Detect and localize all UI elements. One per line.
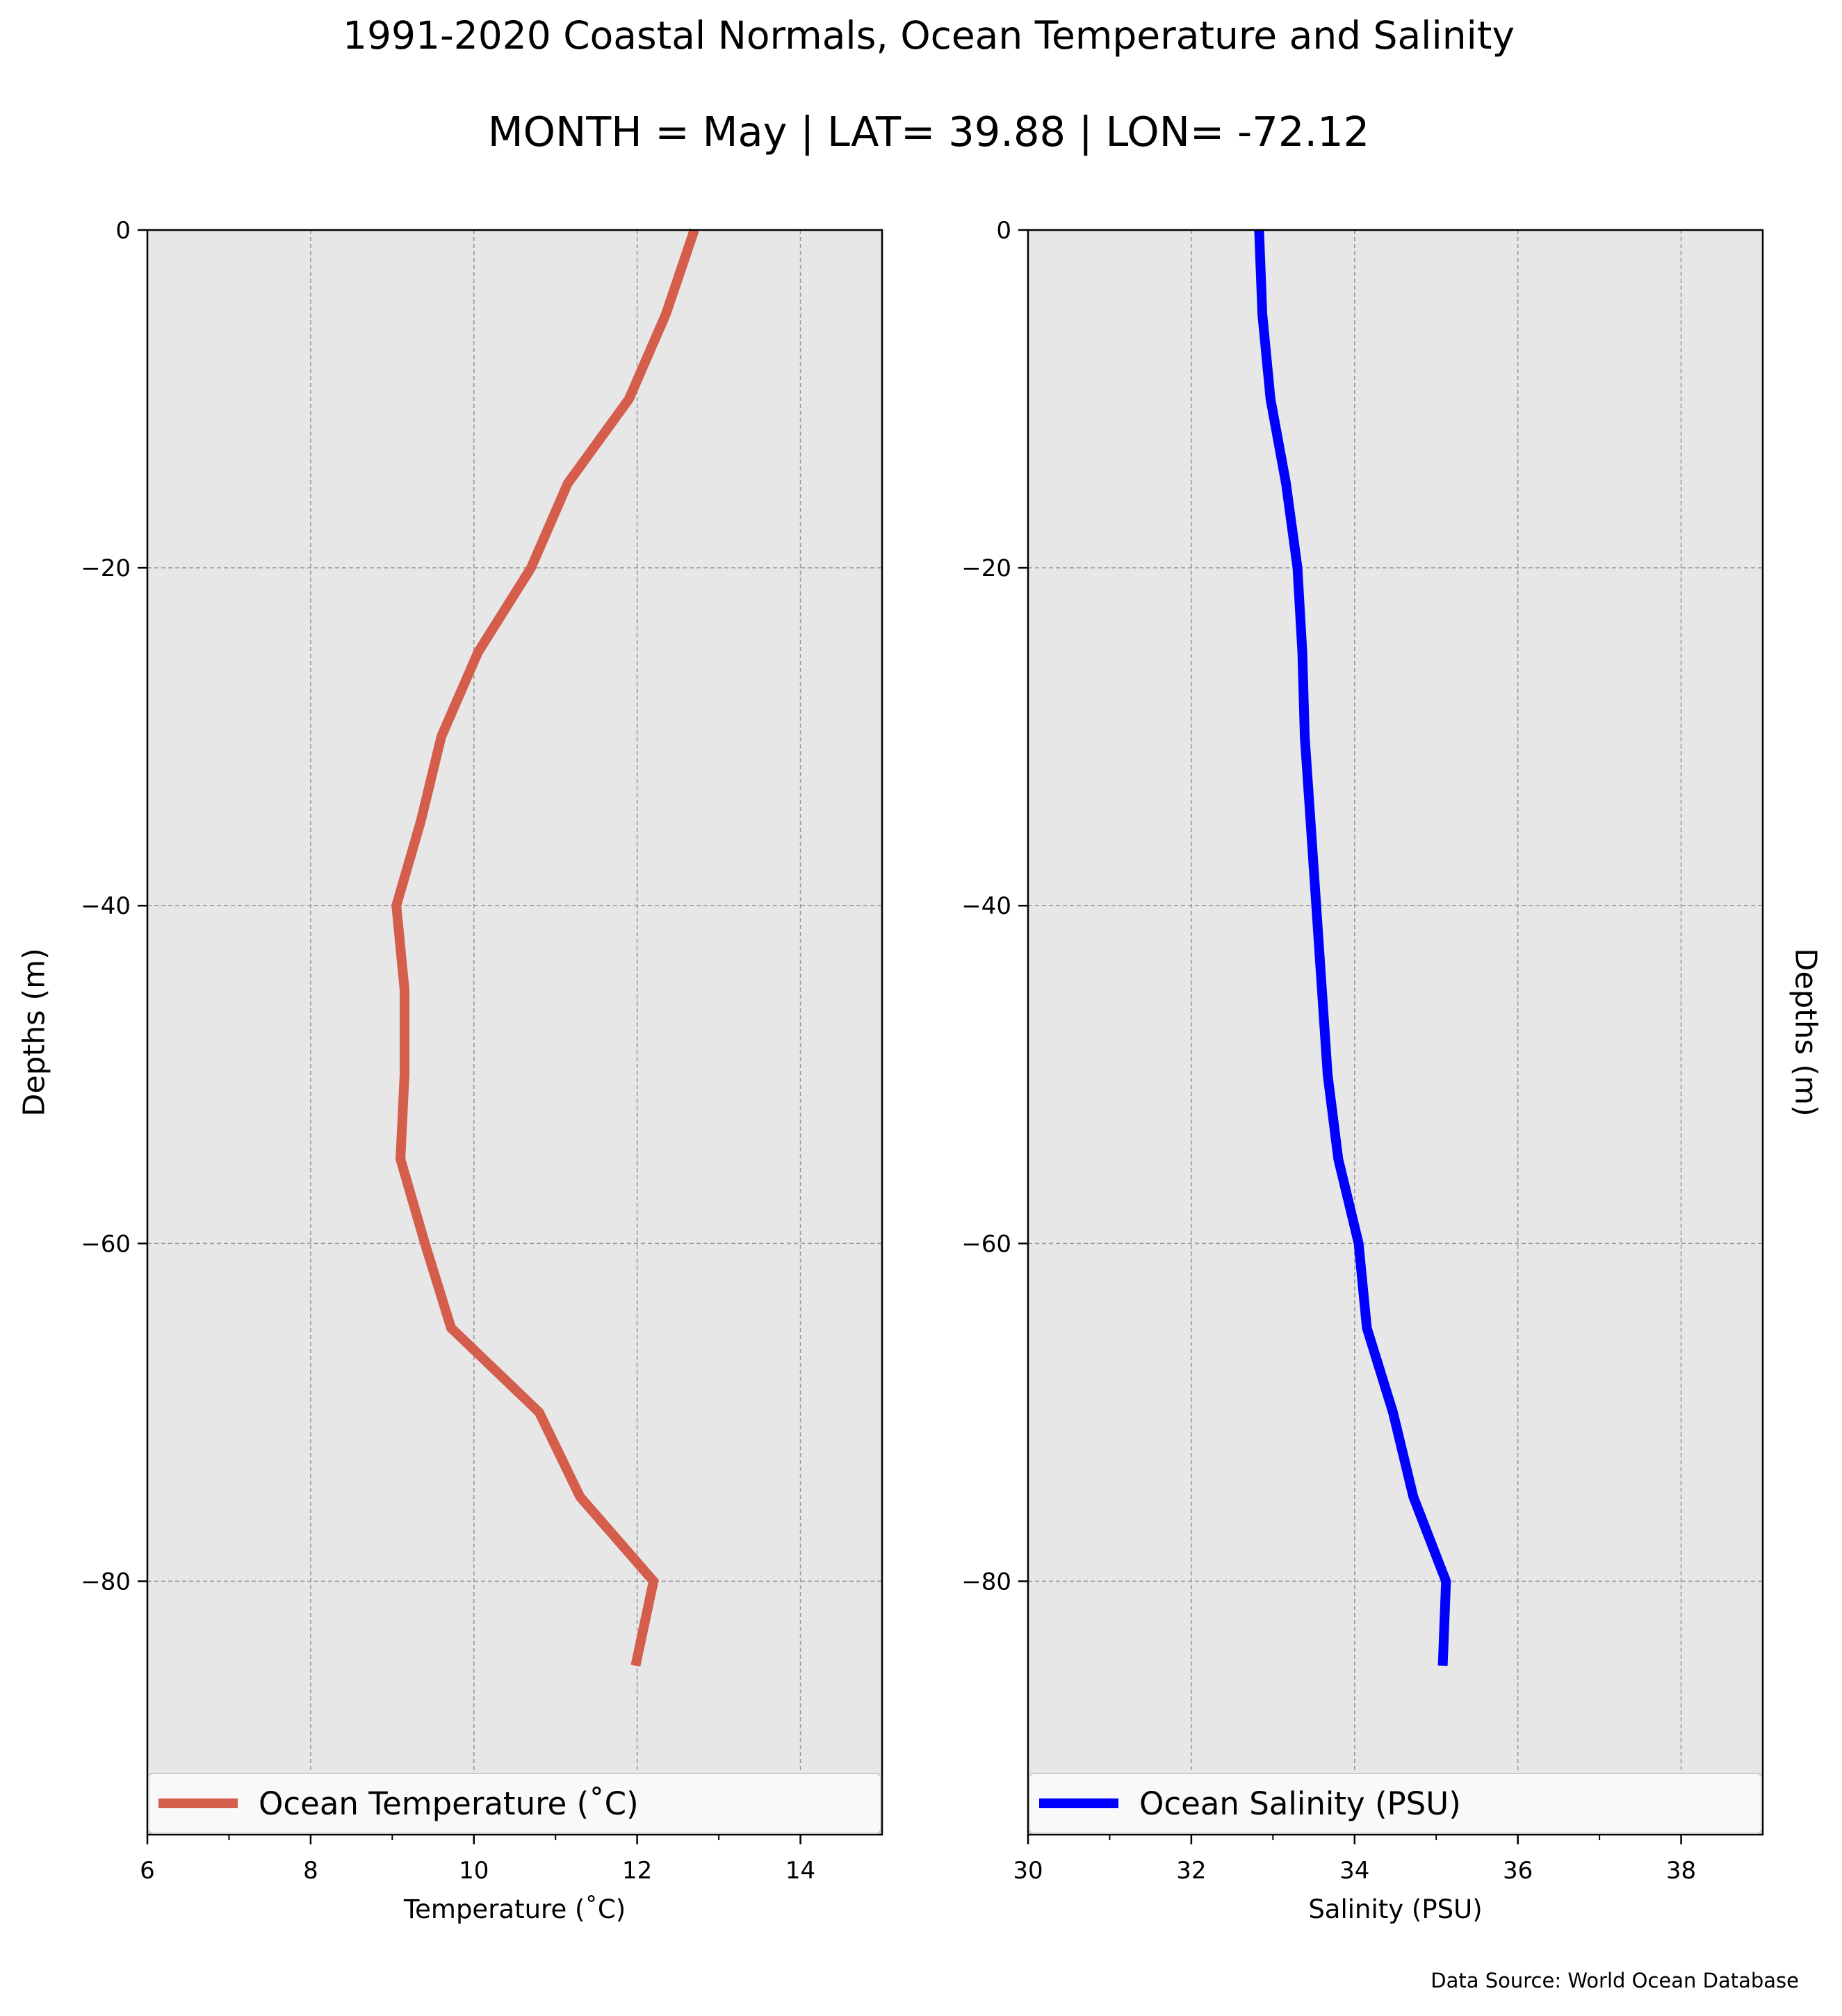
- salinity-y-tick-label: −80: [961, 1568, 1011, 1596]
- temperature-y-axis-label: Depths (m): [17, 948, 52, 1116]
- temperature-panel: 6 8 10 12 14 0 −20 −40 −60 −80 Temperature (˚C) Dep…: [17, 217, 883, 1924]
- temperature-x-tick-label: 8: [303, 1857, 318, 1885]
- salinity-x-tick-label: 30: [1013, 1857, 1043, 1885]
- temperature-y-tick-label: −20: [81, 555, 131, 582]
- salinity-x-axis-label: Salinity (PSU): [1308, 1894, 1482, 1924]
- salinity-x-tick-label: 32: [1176, 1857, 1206, 1885]
- temperature-x-tick-label: 12: [622, 1857, 652, 1885]
- temperature-x-tick-label: 10: [459, 1857, 489, 1885]
- salinity-series-line: [1254, 229, 1451, 1666]
- salinity-legend-label: Ocean Salinity (PSU): [1139, 1785, 1461, 1822]
- temperature-x-tick-label: 14: [785, 1857, 815, 1885]
- temperature-y-tick-label: −80: [81, 1568, 131, 1596]
- temperature-x-axis-label: Temperature (˚C): [403, 1894, 626, 1924]
- salinity-axes-frame: [1027, 229, 1764, 1836]
- salinity-y-tick-label: −20: [961, 555, 1011, 582]
- temperature-axes-area: [147, 230, 882, 1835]
- temperature-legend-box: [148, 1773, 881, 1834]
- temperature-y-tick-label: −60: [81, 1230, 131, 1258]
- salinity-panel: 30 32 34 36 38 0 −20 −40 −60 −80 Salinity (PSU) Dep…: [961, 217, 1823, 1924]
- salinity-x-tick-label: 34: [1339, 1857, 1369, 1885]
- chart-title: 1991-2020 Coastal Normals, Ocean Tempera…: [343, 13, 1515, 58]
- salinity-x-tick-label: 36: [1503, 1857, 1533, 1885]
- temperature-series-line: [391, 228, 699, 1667]
- salinity-y-tick-label: −40: [961, 892, 1011, 920]
- salinity-legend-box: [1029, 1773, 1762, 1834]
- temperature-axes-frame: [146, 229, 883, 1836]
- salinity-y-axis-label: Depths (m): [1788, 948, 1823, 1116]
- salinity-x-tick-label: 38: [1666, 1857, 1696, 1885]
- temperature-x-tick-label: 6: [140, 1857, 155, 1885]
- temperature-y-tick-label: 0: [115, 217, 131, 245]
- salinity-axes-area: [1028, 230, 1763, 1835]
- salinity-y-tick-label: −60: [961, 1230, 1011, 1258]
- temperature-legend-label: Ocean Temperature (˚C): [259, 1785, 639, 1822]
- salinity-y-tick-label: 0: [996, 217, 1011, 245]
- temperature-y-tick-label: −40: [81, 892, 131, 920]
- chart-subtitle: MONTH = May | LAT= 39.88 | LON= -72.12: [488, 108, 1369, 156]
- data-source-note: Data Source: World Ocean Database: [1431, 1969, 1799, 1992]
